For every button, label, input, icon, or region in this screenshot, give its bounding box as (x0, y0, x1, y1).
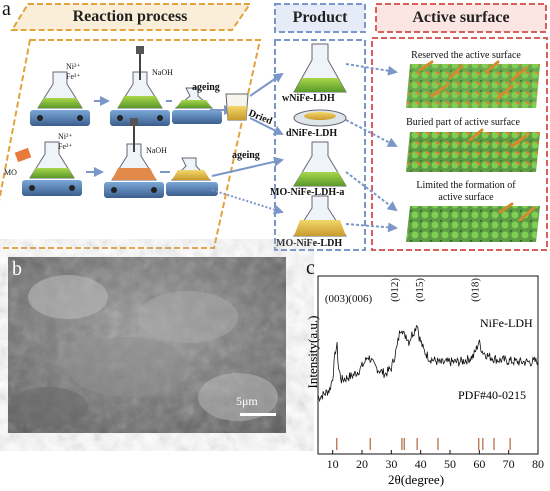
fe-ion-label-top: Fe³⁺ (66, 72, 81, 81)
x-tick-label-60: 60 (473, 457, 485, 471)
series-label: NiFe-LDH (480, 316, 533, 330)
ageing-label-bottom: ageing (232, 150, 260, 161)
x-tick-label-40: 40 (415, 457, 427, 471)
x-tick-label-20: 20 (356, 457, 368, 471)
ageing-label-top: ageing (192, 82, 220, 93)
x-tick-label-30: 30 (385, 457, 397, 471)
reaction-process-header: Reaction process (72, 8, 188, 25)
nife-ldh-series-line (317, 324, 539, 403)
scale-bar-label: 5μm (236, 394, 258, 408)
panel-a-letter: a (2, 0, 11, 20)
naoh-label-top: NaOH (152, 68, 173, 77)
reaction-apparatus (14, 46, 284, 215)
ni-ion-label-bottom: Ni²⁺ (58, 132, 73, 141)
x-tick-label-50: 50 (444, 457, 456, 471)
naoh-label-bottom: NaOH (146, 146, 167, 155)
pdf-reference-label: PDF#40-0215 (458, 388, 527, 402)
x-axis-label: 2θ(degree) (388, 472, 445, 487)
x-tick-label-70: 70 (503, 457, 515, 471)
x-tick-label-80: 80 (532, 457, 544, 471)
product-label-4: MO-NiFe-LDH (276, 238, 343, 249)
product-header: Product (292, 9, 348, 26)
product-flasks (293, 43, 347, 237)
active-label-3b: active surface (438, 192, 494, 203)
panel-b-letter: b (12, 258, 22, 280)
sem-image (8, 257, 286, 433)
active-label-3a: Limited the formation of (416, 180, 516, 191)
peak-label-1: (006) (348, 293, 372, 305)
peak-label-2: (012) (389, 278, 401, 302)
mo-label: MO (4, 168, 17, 177)
x-tick-label-10: 10 (327, 457, 339, 471)
fe-ion-label-bottom: Fe³⁺ (58, 142, 73, 151)
active-surface-header: Active surface (412, 9, 510, 26)
ni-ion-label-top: Ni²⁺ (66, 62, 81, 71)
active-surface-models (345, 60, 540, 242)
active-label-1: Reserved the active surface (411, 50, 521, 61)
plot-frame (317, 275, 539, 455)
product-label-1: wNiFe-LDH (282, 93, 335, 104)
peak-label-4: (018) (470, 278, 482, 302)
y-axis-label: Intensity(a.u.) (305, 315, 320, 389)
reaction-header-shape (0, 3, 548, 251)
peak-label-3: (015) (414, 278, 426, 302)
product-label-2: dNiFe-LDH (286, 128, 338, 139)
product-label-3: MO-NiFe-LDH-a (270, 187, 345, 198)
peak-label-0: (003) (325, 293, 349, 305)
panel-c-letter: c (306, 257, 315, 279)
active-label-2: Buried part of active surface (406, 117, 520, 128)
